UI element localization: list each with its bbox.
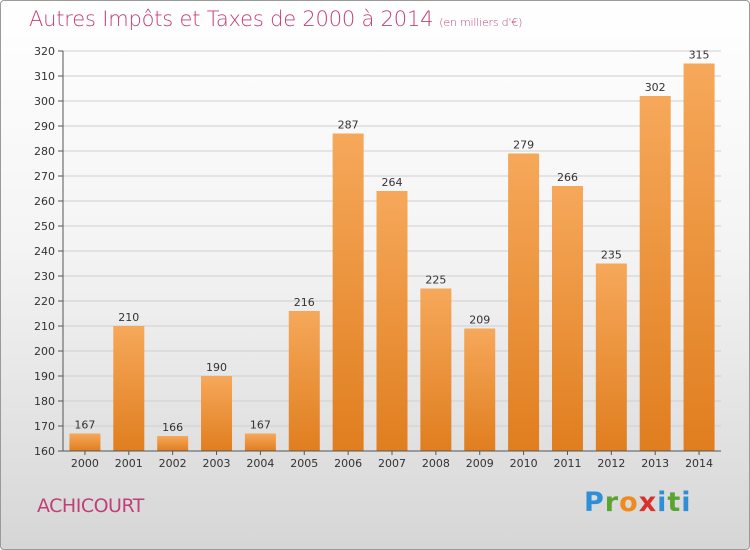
value-label-2011: 266: [557, 171, 578, 184]
x-tick-label-2001: 2001: [115, 457, 143, 470]
bar-2000: [69, 433, 101, 451]
proxiti-logo: Proxiti: [584, 487, 692, 518]
y-tick-label: 230: [34, 270, 55, 283]
value-label-2002: 166: [162, 421, 183, 434]
value-label-2014: 315: [689, 49, 710, 62]
value-label-2012: 235: [601, 249, 622, 262]
bar-2013: [639, 96, 671, 451]
y-tick-label: 300: [34, 95, 55, 108]
bar-2006: [332, 133, 364, 451]
x-tick-label-2010: 2010: [510, 457, 538, 470]
value-label-2006: 287: [338, 119, 359, 132]
x-tick-label-2008: 2008: [422, 457, 450, 470]
y-tick-label: 180: [34, 395, 55, 408]
x-tick-label-2012: 2012: [597, 457, 625, 470]
value-label-2010: 279: [513, 139, 534, 152]
chart-title: Autres Impôts et Taxes de 2000 à 2014 (en…: [29, 7, 522, 31]
y-tick-label: 240: [34, 245, 55, 258]
value-label-2009: 209: [469, 314, 490, 327]
y-tick-label: 210: [34, 320, 55, 333]
y-tick-label: 290: [34, 120, 55, 133]
y-tick-label: 160: [34, 445, 55, 458]
chart-title-text: Autres Impôts et Taxes de 2000 à 2014: [29, 7, 434, 31]
x-tick-label-2014: 2014: [685, 457, 713, 470]
x-tick-label-2004: 2004: [246, 457, 274, 470]
bar-2003: [201, 376, 233, 451]
y-tick-label: 220: [34, 295, 55, 308]
bar-2001: [113, 326, 145, 451]
commune-name: ACHICOURT: [37, 495, 144, 517]
bar-2002: [157, 436, 189, 451]
value-label-2008: 225: [425, 274, 446, 287]
value-label-2005: 216: [294, 296, 315, 309]
x-tick-label-2000: 2000: [71, 457, 99, 470]
value-labels: 167 210 166 190 167 216 287 264 225 209 279 266 235 3…: [74, 49, 709, 435]
x-tick-label-2002: 2002: [159, 457, 187, 470]
chart-unit: (en milliers d'€): [439, 16, 523, 29]
y-tick-label: 270: [34, 170, 55, 183]
y-tick-label: 190: [34, 370, 55, 383]
bar-2011: [551, 186, 583, 451]
x-tick-label-2006: 2006: [334, 457, 362, 470]
y-tick-label: 260: [34, 195, 55, 208]
y-tick-label: 170: [34, 420, 55, 433]
y-tick-label: 320: [34, 45, 55, 58]
x-tick-label-2011: 2011: [553, 457, 581, 470]
bars: [69, 63, 715, 451]
x-tick-label-2007: 2007: [378, 457, 406, 470]
bar-2009: [464, 328, 496, 451]
value-label-2000: 167: [74, 419, 95, 432]
bar-2007: [376, 191, 408, 451]
x-tick-label-2013: 2013: [641, 457, 669, 470]
value-label-2003: 190: [206, 361, 227, 374]
value-label-2004: 167: [250, 419, 271, 432]
value-label-2007: 264: [382, 176, 403, 189]
value-label-2013: 302: [645, 81, 666, 94]
bar-2010: [508, 153, 540, 451]
bar-2012: [595, 263, 627, 451]
x-tick-label-2005: 2005: [290, 457, 318, 470]
y-tick-label: 200: [34, 345, 55, 358]
bar-2005: [288, 311, 320, 451]
bar-2008: [420, 288, 452, 451]
x-tick-label-2009: 2009: [466, 457, 494, 470]
y-tick-label: 250: [34, 220, 55, 233]
y-tick-label: 310: [34, 70, 55, 83]
bar-2004: [244, 433, 276, 451]
bar-2014: [683, 63, 715, 451]
value-label-2001: 210: [118, 311, 139, 324]
y-tick-label: 280: [34, 145, 55, 158]
x-tick-label-2003: 2003: [203, 457, 231, 470]
axes: 160 170 180 190 200 210 220 230 240 250 260 270 280 2…: [34, 45, 721, 470]
